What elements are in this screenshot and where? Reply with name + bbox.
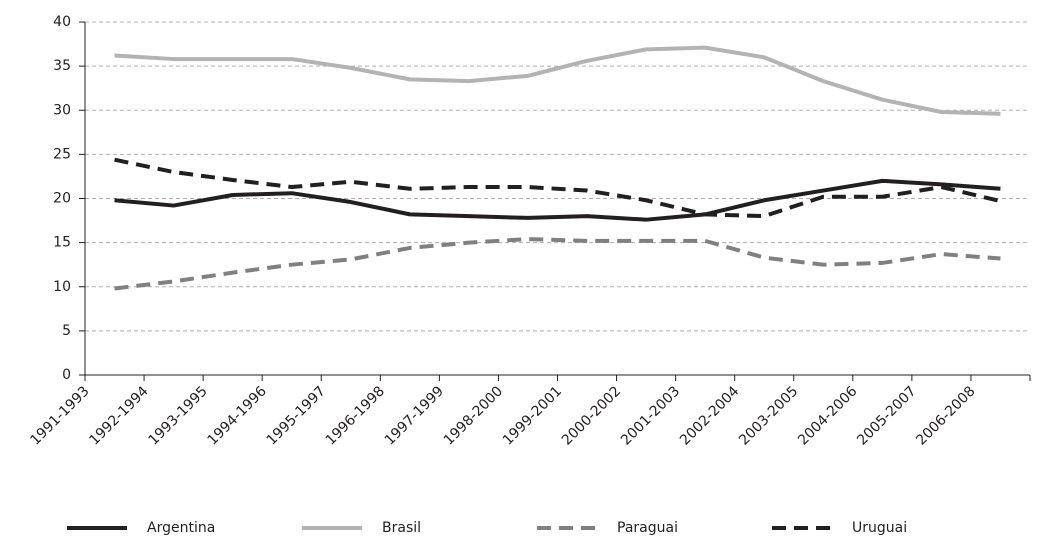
y-tick-label: 30: [53, 102, 71, 118]
y-tick-label: 35: [53, 58, 71, 74]
y-tick-label: 15: [53, 235, 71, 251]
x-tick-label: 2002-2004: [677, 383, 742, 448]
y-tick-label: 40: [53, 14, 71, 30]
x-tick-label: 1993-1995: [146, 383, 211, 448]
x-tick-label: 1999-2001: [500, 383, 565, 448]
x-tick-label: 2001-2003: [618, 383, 683, 448]
y-tick-label: 25: [53, 146, 71, 162]
x-tick-label: 2004-2006: [795, 383, 860, 448]
legend-label: Paraguai: [617, 520, 678, 536]
x-tick-label: 1992-1994: [86, 383, 151, 448]
x-tick-label: 1994-1996: [205, 383, 270, 448]
x-tick-label: 1991-1993: [27, 383, 92, 448]
x-tick-label: 2006-2008: [913, 383, 978, 448]
legend-label: Uruguai: [852, 520, 907, 536]
legend-label: Argentina: [147, 520, 215, 536]
x-tick-label: 2000-2002: [559, 383, 624, 448]
series-line: [114, 157, 1001, 219]
x-tick-label: 1996-1998: [323, 383, 388, 448]
x-tick-label: 1997-1999: [382, 383, 447, 448]
series-line: [114, 178, 1001, 222]
y-tick-label: 0: [62, 367, 71, 383]
series-line: [114, 45, 1001, 116]
x-tick-label: 1998-2000: [441, 383, 506, 448]
x-tick-label: 1995-1997: [264, 383, 329, 448]
y-tick-label: 5: [62, 323, 71, 339]
y-tick-label: 10: [53, 279, 71, 295]
legend-label: Brasil: [382, 520, 421, 536]
series-line: [114, 237, 1001, 291]
x-tick-label: 2003-2005: [736, 383, 801, 448]
x-tick-label: 2005-2007: [854, 383, 919, 448]
y-tick-label: 20: [53, 191, 71, 207]
